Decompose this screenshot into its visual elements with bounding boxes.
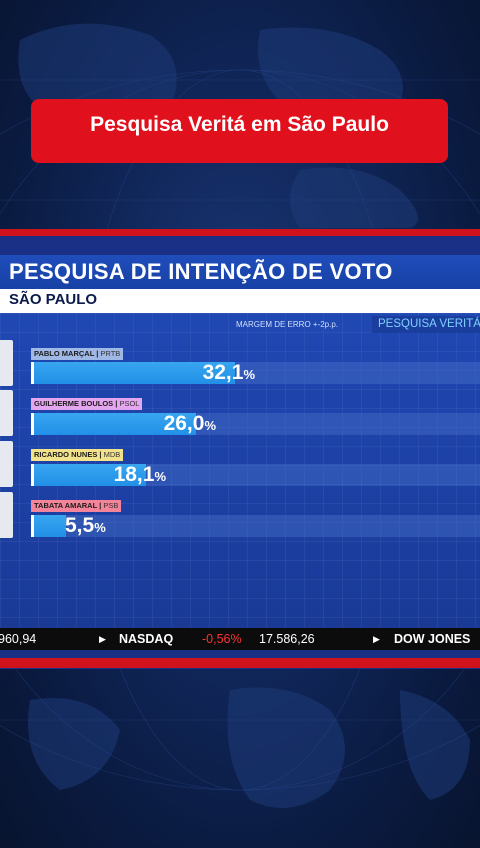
candidate-name: PABLO MARÇAL	[34, 349, 95, 358]
chart-title: PESQUISA DE INTENÇÃO DE VOTO	[9, 259, 393, 284]
ticker-index-nasdaq: NASDAQ	[119, 632, 174, 646]
bar-start-marker	[31, 413, 34, 435]
bar-value-percent: %	[243, 367, 255, 382]
bar-value-percent: %	[154, 469, 166, 484]
title-bar	[0, 255, 480, 289]
headline-banner: Pesquisa Veritá em São Paulo	[31, 99, 448, 163]
margin-of-error: MARGEM DE ERRO +-2p.p.	[236, 320, 339, 329]
ticker-change: -0,56%	[202, 632, 242, 646]
bar-value-number: 32,1	[202, 361, 244, 384]
headline-text: Pesquisa Veritá em São Paulo	[90, 113, 389, 136]
bar-start-marker	[31, 515, 34, 537]
candidate-photo	[0, 441, 13, 487]
ticker-arrow-icon: ▶	[99, 634, 106, 644]
bar-fill	[31, 464, 146, 486]
bar-value-number: 18,1	[113, 463, 155, 486]
bar-track	[31, 515, 480, 537]
candidate-name: RICARDO NUNES	[34, 450, 98, 459]
bar-category-label: TABATA AMARAL | PSB	[31, 500, 122, 512]
bar-value-label: 5,5%	[65, 515, 106, 539]
bar-category-label: GUILHERME BOULOS | PSOL	[31, 398, 143, 410]
bar-category-label: RICARDO NUNES | MDB	[31, 449, 124, 461]
bar-value-number: 26,0	[163, 412, 205, 435]
candidate-party: PRTB	[100, 349, 121, 358]
ticker-divider	[0, 650, 480, 658]
bar-value-percent: %	[94, 520, 106, 535]
stock-ticker: 960,94 ▶ NASDAQ -0,56% 17.586,26 ▶ DOW J…	[0, 628, 480, 650]
candidate-party: PSOL	[119, 399, 140, 408]
bar-fill	[31, 362, 235, 384]
bar-start-marker	[31, 362, 34, 384]
ticker-index-dowjones: DOW JONES	[394, 632, 471, 646]
bar-start-marker	[31, 464, 34, 486]
bar-value-label: 18,1%	[114, 464, 166, 488]
bar-fill	[31, 413, 196, 435]
bar-value-label: 26,0%	[164, 413, 216, 437]
ticker-value: 17.586,26	[259, 632, 315, 646]
red-bottom-stripe	[0, 658, 480, 668]
candidate-name: GUILHERME BOULOS	[34, 399, 114, 408]
ticker-arrow-icon: ▶	[373, 634, 380, 644]
bar-fill	[31, 515, 66, 537]
ticker-prev-value: 960,94	[0, 632, 37, 646]
bar-value-number: 5,5	[65, 514, 95, 537]
region-bar	[0, 289, 480, 313]
bar-value-percent: %	[204, 418, 216, 433]
source-tag: PESQUISA VERITÁ	[372, 316, 480, 333]
candidate-name: TABATA AMARAL	[34, 501, 98, 510]
red-top-stripe	[0, 229, 480, 236]
candidate-party: MDB	[103, 450, 121, 459]
candidate-photo	[0, 340, 13, 386]
bar-category-label: PABLO MARÇAL | PRTB	[31, 348, 124, 360]
candidate-party: PSB	[103, 501, 119, 510]
candidate-photo	[0, 492, 13, 538]
region-label: SÃO PAULO	[9, 291, 98, 308]
candidate-photo	[0, 390, 13, 436]
bar-value-label: 32,1%	[203, 362, 255, 386]
